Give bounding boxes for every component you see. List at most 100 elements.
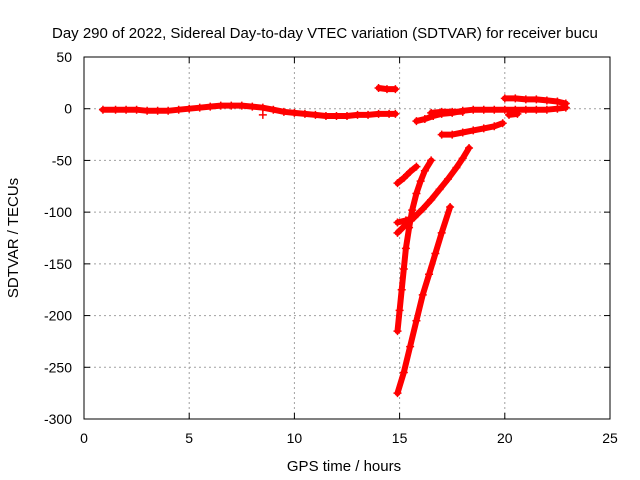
data-point [521, 105, 530, 114]
data-point [412, 117, 421, 126]
data-point [227, 101, 236, 110]
data-point [216, 101, 225, 110]
x-axis-title: GPS time / hours [287, 458, 401, 475]
data-point [412, 162, 421, 171]
data-point [185, 104, 194, 113]
data-point [500, 94, 509, 103]
data-point [353, 110, 362, 119]
data-point [532, 95, 541, 104]
data-point [532, 105, 541, 114]
data-point [164, 106, 173, 115]
data-point [399, 265, 408, 274]
series-line [428, 108, 466, 116]
data-series [98, 84, 570, 398]
data-point [143, 106, 152, 115]
series-segment-mid-late [505, 109, 522, 119]
data-point [132, 105, 141, 114]
data-point [561, 103, 570, 112]
data-point [397, 285, 406, 294]
data-point [408, 214, 417, 223]
data-point [412, 189, 421, 198]
data-point [401, 216, 410, 225]
series-cross-segment [393, 214, 417, 227]
data-point [431, 249, 440, 258]
data-point [465, 144, 474, 153]
data-point [321, 111, 330, 120]
x-tick-label: 0 [80, 430, 88, 446]
data-point [542, 105, 551, 114]
data-point [364, 110, 373, 119]
series-short-arc [393, 162, 421, 188]
data-point [393, 218, 402, 227]
data-point [343, 111, 351, 120]
y-tick-label: -200 [44, 308, 72, 324]
data-point [500, 105, 509, 114]
x-tick-label: 5 [185, 430, 193, 446]
data-point [511, 94, 520, 103]
data-point [393, 389, 402, 398]
data-point [393, 179, 402, 188]
data-point [258, 103, 267, 112]
data-point [406, 167, 415, 176]
x-tick-label: 15 [392, 430, 408, 446]
data-point [420, 166, 429, 175]
data-point [418, 205, 427, 214]
data-point [452, 163, 461, 172]
data-point [427, 108, 436, 117]
data-point [391, 85, 400, 94]
series-line [394, 163, 420, 187]
data-point [498, 119, 507, 128]
data-point [412, 316, 421, 325]
data-point [418, 290, 427, 299]
series-segment-mid-short [427, 107, 467, 117]
data-point [374, 109, 383, 118]
data-point [437, 130, 446, 139]
data-point [542, 96, 551, 105]
data-point [521, 95, 530, 104]
data-point [406, 342, 415, 351]
data-point [393, 327, 402, 336]
axis-ticks [83, 56, 611, 420]
data-point [479, 124, 488, 133]
data-point [437, 107, 446, 116]
data-point [458, 128, 467, 137]
data-point [311, 110, 320, 119]
data-point [427, 195, 436, 204]
series-steep-dip [393, 156, 436, 336]
series-line [394, 157, 435, 335]
data-point [248, 102, 257, 111]
data-point [553, 97, 562, 106]
series-deep-dip [393, 202, 455, 398]
series-segment-high-a [374, 84, 400, 94]
y-tick-label: 0 [64, 101, 72, 117]
data-point [395, 306, 404, 315]
data-point [300, 109, 309, 118]
y-tick-label: -250 [44, 359, 72, 375]
data-point [111, 105, 120, 114]
plot-frame [83, 56, 611, 420]
data-point [469, 105, 478, 114]
y-tick-label: 50 [56, 49, 72, 65]
data-point [269, 105, 278, 114]
grid [84, 57, 610, 419]
data-point [425, 270, 434, 279]
series-segment-high-b [500, 94, 570, 108]
data-point [420, 115, 429, 124]
series-baseline-early [98, 101, 400, 120]
data-point [391, 109, 400, 118]
data-point [382, 85, 391, 94]
data-point [469, 126, 478, 135]
data-point [374, 84, 383, 93]
chart-title: Day 290 of 2022, Sidereal Day-to-day VTE… [52, 25, 598, 42]
data-point [206, 102, 215, 111]
data-point [122, 105, 131, 114]
data-point [513, 109, 522, 118]
data-point [448, 130, 457, 139]
data-point [332, 111, 341, 120]
data-point [258, 110, 267, 119]
data-point [174, 105, 183, 114]
data-point [153, 106, 162, 115]
data-point [98, 105, 107, 114]
data-point [279, 107, 288, 116]
